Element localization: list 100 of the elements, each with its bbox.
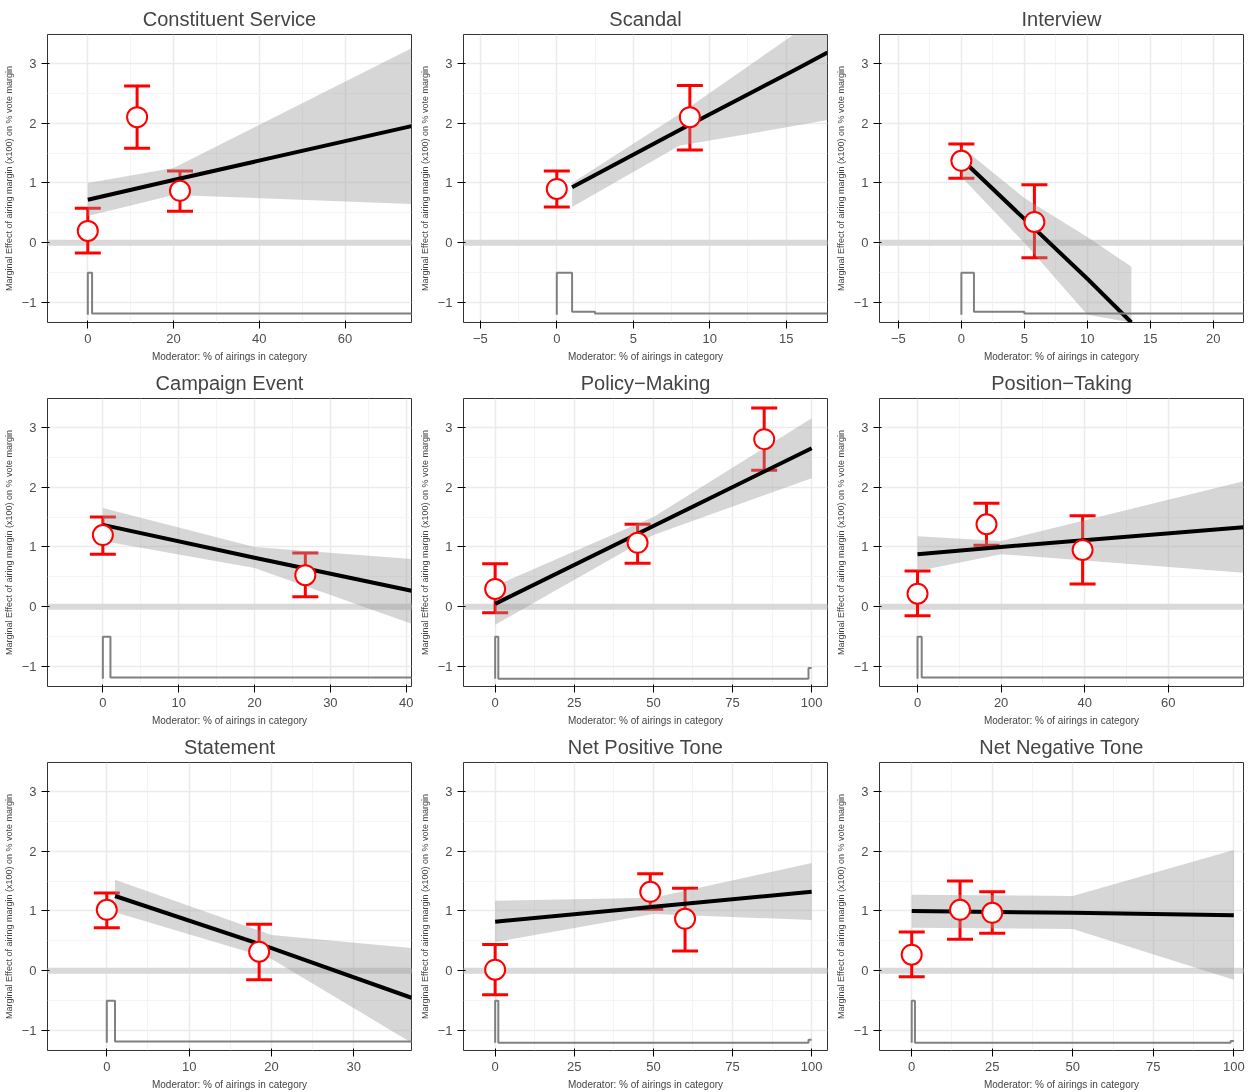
- chart-title: Statement: [183, 735, 276, 758]
- y-tick-label: −1: [437, 1023, 453, 1039]
- y-tick-label: 1: [445, 539, 453, 555]
- x-tick-label: 0: [491, 694, 499, 710]
- y-axis-title: Marginal Effect of airing margin (x100) on % vote margin: [3, 430, 14, 655]
- x-tick-label: 25: [567, 694, 582, 710]
- y-tick-label: 0: [29, 599, 37, 615]
- y-tick-label: 0: [445, 963, 453, 979]
- y-tick-label: 2: [861, 115, 869, 131]
- x-tick-label: 0: [103, 1058, 111, 1074]
- y-tick-label: 2: [861, 843, 869, 859]
- y-tick-label: 1: [445, 903, 453, 919]
- y-tick-label: −1: [437, 659, 453, 675]
- y-tick-label: −1: [21, 295, 37, 311]
- y-axis-title: Marginal Effect of airing margin (x100) on % vote margin: [835, 794, 846, 1019]
- x-tick-label: 60: [1161, 694, 1176, 710]
- y-tick-label: 3: [29, 783, 37, 799]
- y-tick-label: 0: [861, 599, 869, 615]
- x-tick-label: 0: [99, 694, 107, 710]
- y-tick-label: 0: [861, 963, 869, 979]
- x-tick-label: 40: [398, 694, 414, 710]
- x-axis-title: Moderator: % of airings in category: [151, 1078, 308, 1090]
- x-tick-label: 20: [247, 694, 262, 710]
- x-tick-label: −5: [472, 330, 488, 346]
- chart-title: Constituent Service: [142, 7, 317, 30]
- y-axis-title: Marginal Effect of airing margin (x100) on % vote margin: [419, 66, 430, 291]
- y-tick-label: 0: [29, 235, 37, 251]
- x-tick-label: 15: [1143, 330, 1158, 346]
- chart-title: Campaign Event: [155, 371, 304, 394]
- x-tick-label: 60: [337, 330, 353, 346]
- y-tick-label: 3: [29, 55, 37, 71]
- x-axis-title: Moderator: % of airings in category: [151, 350, 308, 362]
- y-axis-title: Marginal Effect of airing margin (x100) on % vote margin: [3, 794, 14, 1019]
- chart-title: Position−Taking: [991, 371, 1132, 394]
- x-tick-label: 100: [800, 694, 823, 710]
- y-tick-label: 1: [29, 539, 37, 555]
- y-tick-label: −1: [853, 659, 869, 675]
- y-tick-label: 1: [445, 175, 453, 191]
- y-tick-label: 1: [29, 175, 37, 191]
- x-tick-label: 25: [985, 1058, 1000, 1074]
- y-axis-title: Marginal Effect of airing margin (x100) on % vote margin: [419, 430, 430, 655]
- y-tick-label: 1: [29, 903, 37, 919]
- chart-title: Net Positive Tone: [567, 735, 723, 758]
- y-tick-label: −1: [853, 1023, 869, 1039]
- x-tick-label: 20: [993, 694, 1009, 710]
- chart-title: Scandal: [609, 7, 682, 30]
- y-axis-title: Marginal Effect of airing margin (x100) on % vote margin: [835, 430, 846, 655]
- x-axis-title: Moderator: % of airings in category: [983, 350, 1140, 362]
- y-tick-label: 2: [445, 479, 453, 495]
- chart-title: Net Negative Tone: [979, 735, 1144, 758]
- x-tick-label: 30: [346, 1058, 362, 1074]
- x-tick-label: 0: [491, 1058, 499, 1074]
- y-tick-label: 2: [29, 843, 37, 859]
- y-axis-title: Marginal Effect of airing margin (x100) on % vote margin: [419, 794, 430, 1019]
- x-tick-label: 75: [725, 1058, 740, 1074]
- x-tick-label: 100: [1222, 1058, 1245, 1074]
- x-tick-label: 75: [1146, 1058, 1161, 1074]
- y-tick-label: 0: [445, 599, 453, 615]
- y-axis-title: Marginal Effect of airing margin (x100) on % vote margin: [3, 66, 14, 291]
- x-tick-label: 0: [84, 330, 92, 346]
- x-tick-label: 0: [913, 694, 922, 710]
- chart-title: Interview: [1021, 7, 1103, 30]
- x-tick-label: 50: [1065, 1058, 1081, 1074]
- y-tick-label: 2: [29, 115, 37, 131]
- y-tick-label: 3: [445, 419, 453, 435]
- x-tick-label: 30: [323, 694, 338, 710]
- x-tick-label: 10: [181, 1058, 197, 1074]
- x-axis-title: Moderator: % of airings in category: [567, 1078, 724, 1090]
- y-tick-label: 1: [861, 903, 869, 919]
- x-tick-label: 0: [957, 330, 965, 346]
- x-tick-label: 10: [702, 330, 717, 346]
- y-tick-label: 3: [29, 419, 37, 435]
- x-axis-title: Moderator: % of airings in category: [567, 714, 724, 726]
- y-tick-label: 3: [445, 783, 453, 799]
- x-tick-label: 20: [166, 330, 181, 346]
- y-tick-label: 2: [445, 843, 453, 859]
- y-tick-label: 3: [861, 55, 869, 71]
- y-tick-label: −1: [853, 295, 869, 311]
- y-tick-label: 0: [861, 235, 869, 251]
- y-tick-label: 0: [29, 963, 37, 979]
- x-tick-label: 10: [171, 694, 186, 710]
- y-tick-label: 2: [445, 115, 453, 131]
- x-tick-label: 100: [800, 1058, 823, 1074]
- x-tick-label: 75: [725, 694, 740, 710]
- y-tick-label: 3: [861, 783, 869, 799]
- y-tick-label: 3: [445, 55, 453, 71]
- x-tick-label: 20: [1206, 330, 1221, 346]
- y-tick-label: 2: [29, 479, 37, 495]
- x-tick-label: 5: [629, 330, 637, 346]
- y-tick-label: 0: [445, 235, 453, 251]
- y-tick-label: −1: [21, 659, 37, 675]
- x-tick-label: 20: [264, 1058, 279, 1074]
- x-tick-label: 40: [252, 330, 267, 346]
- y-axis-title: Marginal Effect of airing margin (x100) on % vote margin: [835, 66, 846, 291]
- x-tick-label: 15: [778, 330, 794, 346]
- x-tick-label: 5: [1020, 330, 1028, 346]
- y-tick-label: 1: [861, 175, 869, 191]
- chart-title: Policy−Making: [580, 371, 711, 394]
- y-tick-label: 2: [861, 479, 869, 495]
- x-tick-label: 0: [553, 330, 561, 346]
